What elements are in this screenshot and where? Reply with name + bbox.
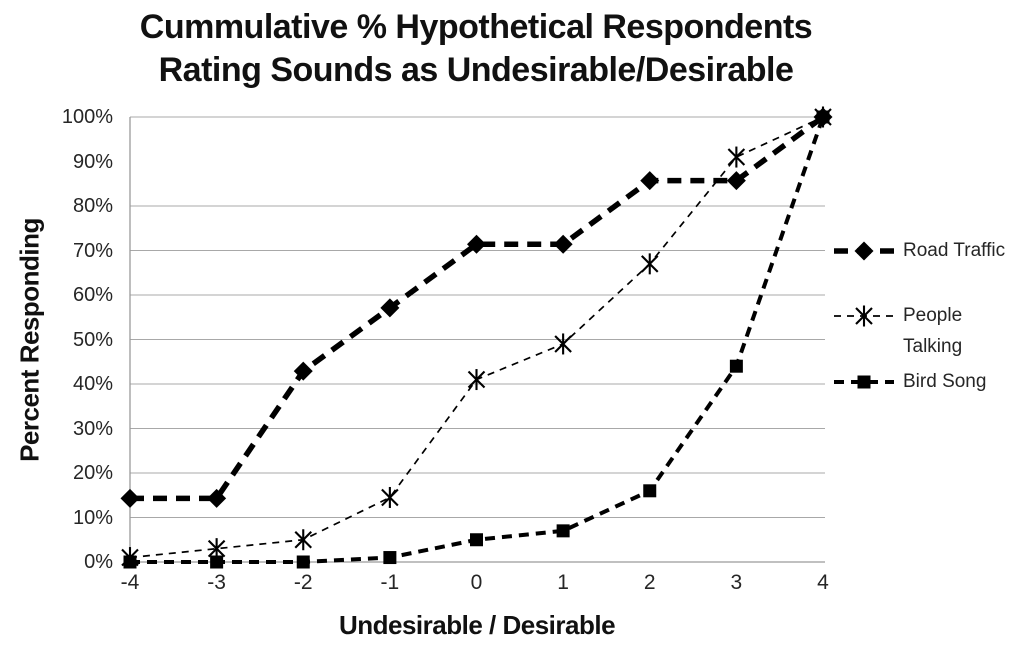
y-tick-label-60pct: 60% (72, 284, 113, 306)
legend-sample-road-traffic (834, 241, 894, 261)
marker-bird-song (556, 524, 570, 538)
x-tick-label-0: 0 (470, 571, 483, 594)
series-bird-song (123, 110, 830, 569)
legend-sample-people-talking (834, 305, 894, 327)
series-road-traffic (120, 107, 833, 508)
chart-shape (554, 335, 572, 353)
chart-shape (294, 531, 312, 549)
x-tick-label--1: -1 (380, 571, 400, 594)
chart-title-line-2: Rating Sounds as Undesirable/Desirable (158, 51, 794, 89)
x-tick-label-1: 1 (557, 571, 569, 594)
marker-people-talking (554, 333, 572, 355)
y-tick-label-10pct: 10% (72, 506, 113, 529)
marker-people-talking (294, 529, 312, 551)
chart-shape (727, 148, 746, 166)
marker-people-talking (727, 146, 746, 168)
marker-people-talking (467, 369, 486, 391)
chart-shape (381, 488, 399, 507)
legend-entry-bird-song: Bird Song (832, 366, 986, 397)
chart-shape (641, 255, 659, 273)
y-tick-label-0pct: 0% (84, 551, 113, 573)
legend-entry-people-talking: People Talking (832, 300, 987, 362)
marker-bird-song (383, 551, 397, 565)
y-tick-label-20pct: 20% (72, 462, 113, 484)
x-tick-label--2: -2 (293, 571, 313, 594)
marker-bird-song (123, 555, 137, 569)
marker-road-traffic (726, 171, 746, 191)
marker-people-talking (381, 486, 399, 508)
y-tick-label-80pct: 80% (72, 195, 113, 217)
marker-bird-song (470, 533, 483, 547)
chart-title: Cummulative % Hypothetical Respondents R… (0, 6, 952, 92)
marker-road-traffic (553, 234, 573, 254)
legend-entry-road-traffic: Road Traffic (832, 235, 1005, 266)
x-tick-label--3: -3 (207, 571, 226, 594)
marker-road-traffic (207, 488, 227, 508)
legend-label-people-talking: People Talking (903, 305, 963, 357)
legend-sample-bird-song (834, 375, 894, 389)
chart-shape (207, 539, 226, 558)
x-tick-label-4: 4 (817, 571, 829, 594)
y-tick-label-50pct: 50% (72, 328, 113, 351)
legend-label-bird-song: Bird Song (903, 371, 987, 392)
marker-road-traffic (467, 234, 486, 254)
series-line-road-traffic (130, 114, 825, 502)
y-tick-label-30pct: 30% (72, 417, 113, 440)
y-tick-label-70pct: 70% (72, 239, 113, 262)
series-people-talking (121, 106, 832, 569)
x-axis-title: Undesirable / Desirable (338, 610, 616, 640)
y-tick-label-100pct: 100% (61, 106, 113, 128)
y-tick-label-40pct: 40% (72, 373, 113, 395)
marker-people-talking (641, 253, 659, 275)
x-tick-label--4: -4 (120, 571, 140, 594)
marker-bird-song (643, 484, 657, 498)
marker-bird-song (210, 555, 224, 569)
marker-road-traffic (293, 361, 313, 381)
x-tick-label-2: 2 (643, 571, 656, 594)
marker-road-traffic (120, 488, 140, 508)
y-tick-label-90pct: 90% (72, 150, 113, 173)
marker-bird-song (729, 359, 743, 373)
marker-road-traffic (380, 298, 400, 318)
chart-title-line-1: Cummulative % Hypothetical Respondents (139, 8, 813, 46)
chart-shape (467, 370, 486, 389)
marker-bird-song (296, 555, 310, 569)
legend-label-road-traffic: Road Traffic (903, 240, 1006, 261)
marker-bird-song (816, 110, 830, 124)
x-tick-label-3: 3 (730, 571, 743, 594)
marker-road-traffic (640, 171, 660, 191)
